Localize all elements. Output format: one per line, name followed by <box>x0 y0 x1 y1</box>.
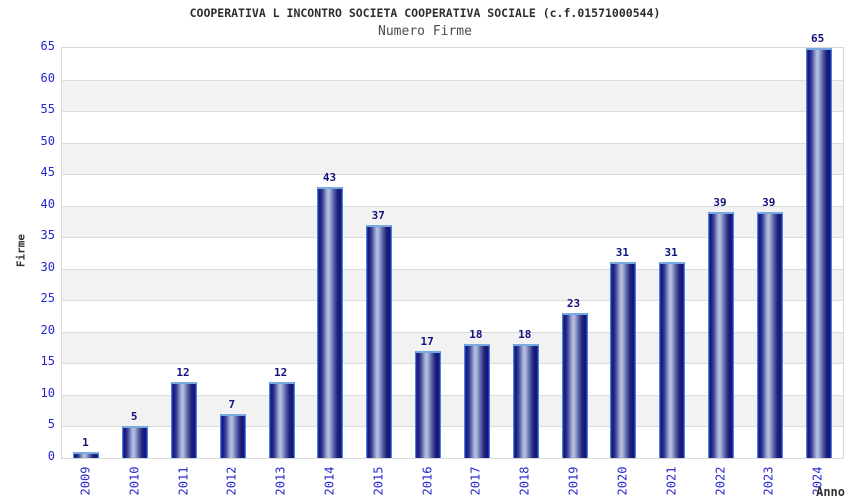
y-tick-label: 45 <box>40 165 55 180</box>
x-tick-label: 2019 <box>566 466 581 496</box>
gridline <box>62 300 843 302</box>
plot-band <box>62 174 843 206</box>
gridline <box>62 174 843 176</box>
y-tick-label: 55 <box>40 102 55 117</box>
bar-2018 <box>512 344 539 458</box>
bar-value-label: 39 <box>762 196 776 209</box>
gridline <box>62 142 843 144</box>
bar-value-label: 31 <box>615 246 629 260</box>
y-tick-label: 40 <box>40 196 55 211</box>
bar-2014 <box>317 186 344 458</box>
y-tick-label: 35 <box>40 228 55 243</box>
bar-2012 <box>219 413 246 458</box>
x-tick-label: 2022 <box>712 466 727 496</box>
gridline <box>62 268 843 270</box>
bar-2016 <box>415 350 442 458</box>
bar-value-label: 18 <box>469 328 483 342</box>
x-tick-label: 2018 <box>517 466 532 496</box>
plot-area <box>61 47 844 459</box>
bar-2022 <box>707 212 734 458</box>
y-tick-label: 65 <box>40 39 55 53</box>
bar-value-label: 12 <box>176 366 190 380</box>
chart-title: COOPERATIVA L INCONTRO SOCIETA COOPERATI… <box>189 6 661 20</box>
gridline <box>62 111 843 113</box>
x-tick-label: 2020 <box>615 466 630 496</box>
x-tick-label: 2015 <box>371 466 386 496</box>
bar-2015 <box>366 224 393 458</box>
x-tick-label: 2021 <box>664 466 679 496</box>
bar-value-label: 37 <box>371 208 385 222</box>
bar-2011 <box>171 382 198 458</box>
x-axis-label: Anno <box>816 485 845 499</box>
gridline <box>62 237 843 239</box>
bar-value-label: 39 <box>713 196 727 209</box>
y-tick-label: 60 <box>40 70 55 85</box>
bar-2023 <box>756 212 783 458</box>
x-tick-label: 2012 <box>224 466 239 496</box>
bar-value-label: 18 <box>518 328 532 342</box>
bar-2017 <box>463 344 490 458</box>
bar-2010 <box>122 426 149 458</box>
bar-value-label: 12 <box>274 366 288 380</box>
x-tick-label: 2017 <box>468 466 483 496</box>
gridline <box>62 79 843 81</box>
bar-value-label: 65 <box>810 32 825 45</box>
bar-2009 <box>73 451 100 458</box>
gridline <box>62 426 843 428</box>
y-tick-label: 25 <box>40 291 55 306</box>
gridline <box>62 205 843 207</box>
gridline <box>62 331 843 333</box>
bar-value-label: 43 <box>322 170 337 184</box>
y-tick-label: 10 <box>40 385 55 400</box>
x-tick-label: 2013 <box>273 466 288 496</box>
y-tick-label: 5 <box>47 417 55 432</box>
x-tick-label: 2010 <box>127 466 142 496</box>
bar-value-label: 17 <box>420 334 434 348</box>
x-tick-label: 2016 <box>420 466 435 496</box>
plot-band <box>62 111 843 143</box>
gridline <box>62 363 843 365</box>
y-tick-label: 0 <box>47 449 55 463</box>
bar-2021 <box>659 262 686 458</box>
plot-band <box>62 79 843 112</box>
bar-2013 <box>268 382 295 458</box>
x-tick-label: 2014 <box>322 466 337 496</box>
chart-subtitle: Numero Firme <box>378 24 472 39</box>
x-tick-label: 2009 <box>78 466 93 496</box>
gridline <box>62 394 843 396</box>
y-tick-label: 20 <box>40 322 55 337</box>
bar-value-label: 23 <box>566 296 581 310</box>
y-tick-label: 30 <box>40 259 55 274</box>
y-tick-label: 50 <box>40 133 55 148</box>
bar-2024 <box>805 48 832 458</box>
bar-value-label: 31 <box>664 246 678 260</box>
x-tick-label: 2023 <box>761 466 776 496</box>
bar-value-label: 7 <box>228 397 236 411</box>
bar-2019 <box>561 312 588 458</box>
plot-band <box>62 48 843 80</box>
plot-band <box>62 142 843 175</box>
bar-value-label: 5 <box>130 410 138 424</box>
bar-value-label: 1 <box>82 435 89 449</box>
bar-2020 <box>610 262 637 458</box>
x-tick-label: 2011 <box>176 466 191 496</box>
y-tick-label: 15 <box>40 354 55 369</box>
